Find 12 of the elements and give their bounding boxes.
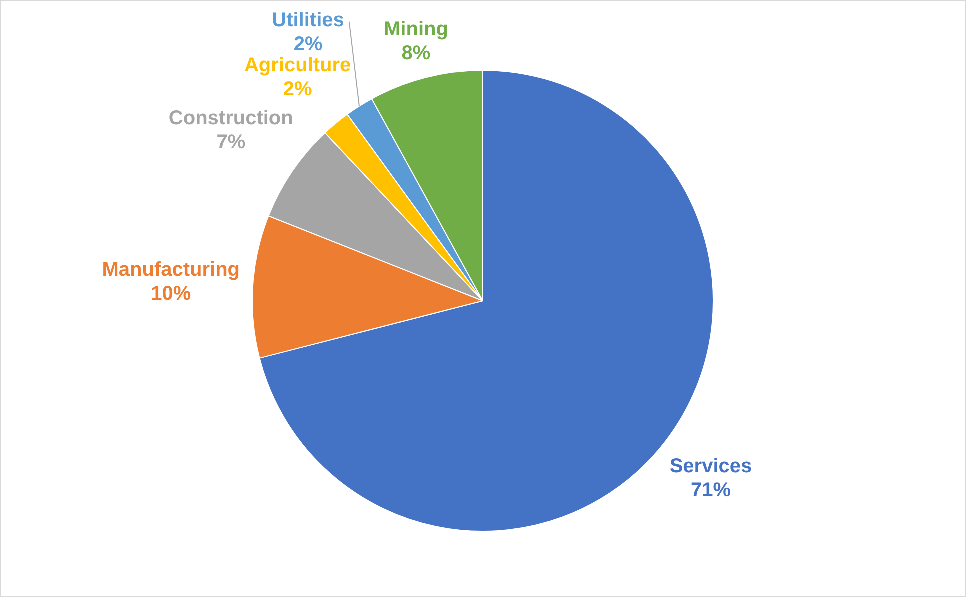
slice-label: Agriculture bbox=[244, 54, 352, 77]
data-label: 10% bbox=[151, 282, 192, 305]
slice-label: Manufacturing bbox=[102, 258, 240, 281]
data-label: 8% bbox=[402, 42, 431, 64]
data-label: 2% bbox=[283, 78, 312, 101]
data-label: 2% bbox=[294, 33, 323, 56]
slice-label: Services bbox=[670, 455, 752, 478]
data-label: 7% bbox=[216, 131, 246, 154]
slice-label: Mining bbox=[384, 18, 448, 40]
slice-label: Utilities bbox=[272, 9, 344, 32]
data-label: 71% bbox=[690, 479, 732, 502]
slice-label: Construction bbox=[168, 107, 294, 130]
